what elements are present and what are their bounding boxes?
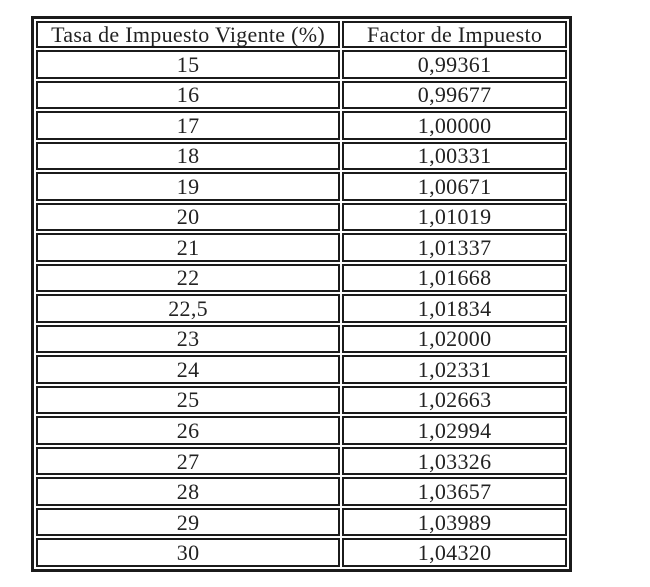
table-row: 26 1,02994 xyxy=(36,416,567,445)
tax-rate-cell: 15 xyxy=(36,50,341,79)
factor-cell: 1,01019 xyxy=(342,202,567,232)
table-row: 16 0,99677 xyxy=(36,80,567,110)
factor-cell: 1,01337 xyxy=(342,233,567,262)
header-cell-tax-rate: Tasa de Impuesto Vigente (%) xyxy=(36,21,341,49)
table-row: 22 1,01668 xyxy=(36,263,567,293)
table-row: 23 1,02000 xyxy=(36,324,567,354)
tax-rate-cell: 26 xyxy=(36,416,341,445)
tax-rate-cell: 24 xyxy=(36,355,341,384)
tax-rate-cell: 25 xyxy=(36,385,341,415)
factor-cell: 0,99361 xyxy=(342,50,567,79)
table-row: 22,5 1,01834 xyxy=(36,294,567,323)
factor-cell: 1,02663 xyxy=(342,385,567,415)
table-row: 17 1,00000 xyxy=(36,111,567,140)
table-row: 15 0,99361 xyxy=(36,50,567,79)
factor-cell: 1,00331 xyxy=(342,141,567,171)
tax-rate-cell: 22,5 xyxy=(36,294,341,323)
table-row: 20 1,01019 xyxy=(36,202,567,232)
tax-rate-cell: 22 xyxy=(36,263,341,293)
table-row: 28 1,03657 xyxy=(36,477,567,506)
tax-rate-cell: 28 xyxy=(36,477,341,506)
tax-factor-table: Tasa de Impuesto Vigente (%) Factor de I… xyxy=(31,16,572,572)
header-cell-factor: Factor de Impuesto xyxy=(342,21,567,49)
factor-cell: 1,03989 xyxy=(342,507,567,537)
table-body: 15 0,99361 16 0,99677 17 1,00000 18 1,00331 19 1,… xyxy=(36,50,567,567)
tax-rate-cell: 30 xyxy=(36,538,341,567)
table-row: 21 1,01337 xyxy=(36,233,567,262)
tax-rate-cell: 19 xyxy=(36,172,341,201)
tax-rate-cell: 21 xyxy=(36,233,341,262)
table-row: 19 1,00671 xyxy=(36,172,567,201)
table-row: 30 1,04320 xyxy=(36,538,567,567)
table-row: 25 1,02663 xyxy=(36,385,567,415)
table-row: 29 1,03989 xyxy=(36,507,567,537)
table-header: Tasa de Impuesto Vigente (%) Factor de I… xyxy=(36,21,567,49)
factor-cell: 1,04320 xyxy=(342,538,567,567)
factor-cell: 1,02994 xyxy=(342,416,567,445)
tax-rate-cell: 29 xyxy=(36,507,341,537)
tax-rate-cell: 23 xyxy=(36,324,341,354)
tax-rate-cell: 16 xyxy=(36,80,341,110)
factor-cell: 1,02331 xyxy=(342,355,567,384)
factor-cell: 0,99677 xyxy=(342,80,567,110)
factor-cell: 1,01668 xyxy=(342,263,567,293)
table-row: 18 1,00331 xyxy=(36,141,567,171)
header-row: Tasa de Impuesto Vigente (%) Factor de I… xyxy=(36,21,567,49)
table-row: 24 1,02331 xyxy=(36,355,567,384)
tax-rate-cell: 27 xyxy=(36,446,341,476)
factor-cell: 1,01834 xyxy=(342,294,567,323)
factor-cell: 1,03326 xyxy=(342,446,567,476)
factor-cell: 1,03657 xyxy=(342,477,567,506)
tax-rate-cell: 20 xyxy=(36,202,341,232)
table-row: 27 1,03326 xyxy=(36,446,567,476)
factor-cell: 1,00671 xyxy=(342,172,567,201)
factor-cell: 1,00000 xyxy=(342,111,567,140)
tax-rate-cell: 17 xyxy=(36,111,341,140)
factor-cell: 1,02000 xyxy=(342,324,567,354)
tax-rate-cell: 18 xyxy=(36,141,341,171)
